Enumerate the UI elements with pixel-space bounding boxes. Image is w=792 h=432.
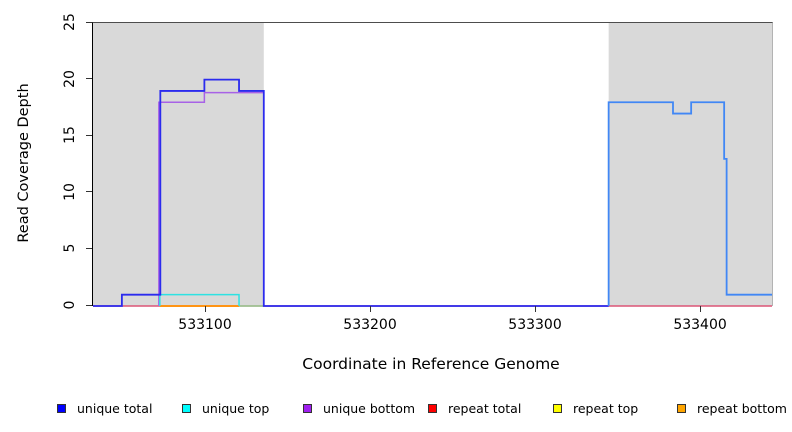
x-axis-title: Coordinate in Reference Genome [302, 355, 560, 373]
legend-item-unique-bottom: unique bottom [303, 398, 415, 418]
coverage-lines-canvas [93, 23, 772, 307]
x-tick-label-533300: 533300 [508, 317, 562, 333]
shaded-region-2 [608, 23, 772, 306]
y-tick-label-25: 25 [62, 13, 78, 31]
x-tick-mark-533200 [369, 306, 371, 312]
legend-label-unique-total: unique total [77, 400, 153, 416]
legend-label-repeat-total: repeat total [448, 400, 522, 416]
legend-item-unique-top: unique top [182, 398, 269, 418]
y-tick-mark-15 [86, 134, 92, 136]
y-tick-mark-25 [86, 21, 92, 23]
legend-item-repeat-total: repeat total [428, 398, 521, 418]
y-axis-title: Read Coverage Depth [16, 83, 32, 243]
x-tick-label-533200: 533200 [343, 317, 397, 333]
x-tick-label-533100: 533100 [178, 317, 232, 333]
unique-total-line-left [93, 78, 609, 307]
legend: unique total unique top unique bottom repea… [0, 398, 792, 420]
y-tick-mark-0 [86, 304, 92, 306]
legend-swatch-unique-total [57, 403, 66, 413]
plot-area [92, 22, 773, 307]
y-tick-label-0: 0 [62, 300, 78, 310]
y-tick-label-5: 5 [62, 243, 78, 253]
legend-label-repeat-bottom: repeat bottom [697, 400, 787, 416]
x-tick-mark-533300 [534, 306, 536, 312]
y-tick-mark-5 [86, 247, 92, 249]
x-tick-mark-533100 [204, 306, 206, 312]
legend-item-repeat-top: repeat top [553, 398, 638, 418]
y-tick-label-20: 20 [62, 69, 78, 88]
legend-swatch-unique-bottom [303, 403, 312, 413]
legend-swatch-repeat-bottom [677, 403, 686, 413]
legend-label-unique-bottom: unique bottom [323, 400, 416, 416]
y-tick-mark-10 [86, 191, 92, 193]
y-tick-label-10: 10 [62, 182, 78, 201]
x-tick-mark-533400 [699, 306, 701, 312]
legend-swatch-repeat-top [553, 403, 562, 413]
unique-total-top-overlap-line-right [607, 101, 772, 306]
x-tick-label-533400: 533400 [673, 317, 727, 333]
shaded-region-1 [93, 23, 264, 306]
legend-swatch-unique-top [182, 403, 191, 413]
legend-swatch-repeat-total [428, 403, 437, 413]
legend-label-repeat-top: repeat top [573, 400, 639, 416]
y-tick-mark-20 [86, 78, 92, 80]
unique-top-line [159, 293, 240, 306]
legend-item-repeat-bottom: repeat bottom [677, 398, 787, 418]
y-tick-label-15: 15 [62, 126, 78, 145]
legend-item-unique-total: unique total [57, 398, 152, 418]
legend-label-unique-top: unique top [202, 400, 270, 416]
